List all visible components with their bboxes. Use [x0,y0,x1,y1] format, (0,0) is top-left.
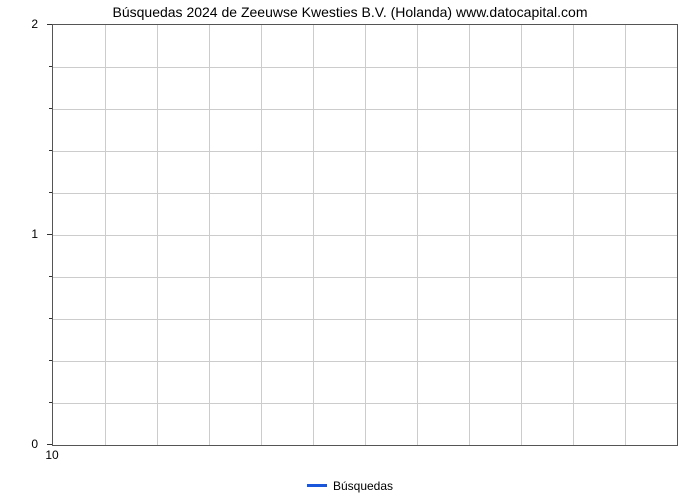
y-minor-tick-mark [49,150,52,151]
y-minor-tick-mark [49,108,52,109]
grid-line-horizontal [53,151,677,152]
chart-title: Búsquedas 2024 de Zeeuwse Kwesties B.V. … [0,4,700,20]
grid-line-horizontal [53,109,677,110]
y-tick-mark [47,24,52,25]
chart-plot-area [52,24,678,446]
x-tick-label: 10 [45,448,58,462]
grid-line-horizontal [53,193,677,194]
legend-label: Búsquedas [333,479,393,493]
y-minor-tick-mark [49,318,52,319]
grid-line-horizontal [53,67,677,68]
y-minor-tick-mark [49,192,52,193]
grid-line-horizontal [53,319,677,320]
y-tick-label: 1 [0,227,38,241]
grid-line-horizontal [53,235,677,236]
y-tick-mark [47,444,52,445]
y-minor-tick-mark [49,402,52,403]
y-tick-mark [47,234,52,235]
grid-line-horizontal [53,277,677,278]
legend-swatch [307,484,327,487]
grid-line-horizontal [53,403,677,404]
grid-line-horizontal [53,361,677,362]
y-minor-tick-mark [49,360,52,361]
chart-legend: Búsquedas [0,478,700,493]
y-minor-tick-mark [49,276,52,277]
y-tick-label: 2 [0,17,38,31]
y-tick-label: 0 [0,437,38,451]
y-minor-tick-mark [49,66,52,67]
